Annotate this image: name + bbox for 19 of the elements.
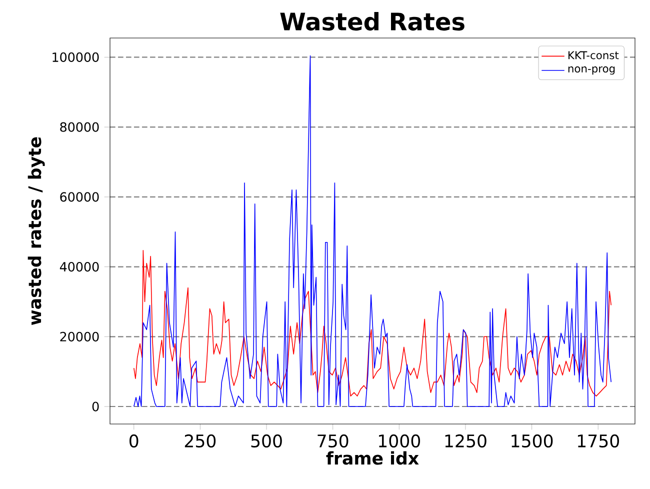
x-tick-label: 1250 [445, 434, 486, 448]
y-tick-label: 60000 [60, 192, 99, 202]
y-tick-label: 0 [92, 402, 99, 412]
x-tick-label: 250 [184, 434, 216, 448]
y-tick-label: 20000 [60, 332, 99, 342]
x-tick-label: 1000 [379, 434, 420, 448]
y-axis-title: wasted rates / byte [28, 137, 45, 326]
x-tick-label: 750 [318, 434, 348, 448]
y-tick-label: 100000 [52, 52, 99, 62]
legend-label: KKT-const [568, 51, 619, 60]
y-tick-label: 80000 [60, 122, 99, 132]
x-tick-label: 1750 [578, 434, 620, 448]
x-tick-label: 0 [130, 434, 138, 448]
chart-title: Wasted Rates [280, 12, 464, 31]
x-tick-label: 1500 [512, 434, 553, 448]
x-axis-title: frame idx [326, 451, 419, 465]
y-tick-label: 40000 [60, 262, 99, 272]
x-tick-label: 500 [251, 434, 282, 448]
legend-label: non-prog [568, 66, 615, 75]
